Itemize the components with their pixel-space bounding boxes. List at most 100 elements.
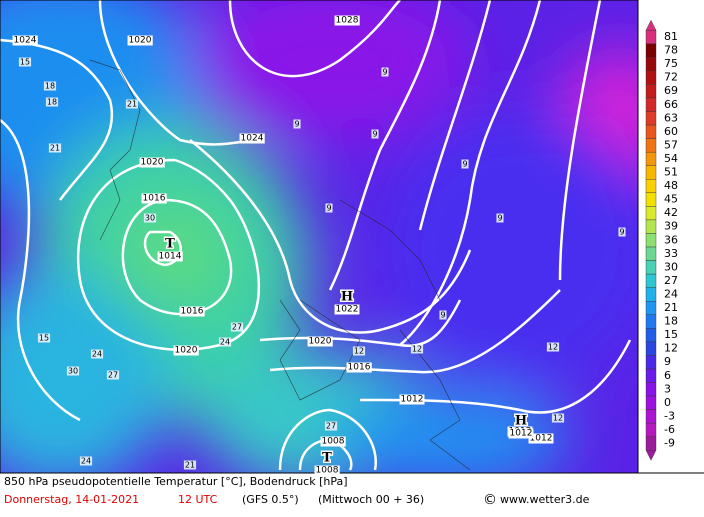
isobar-label: 1024 xyxy=(241,134,264,144)
isobar-label-box xyxy=(127,35,153,46)
temperature-label: 15 xyxy=(39,334,49,343)
temperature-label-box xyxy=(125,99,139,109)
colorbar-bottom-arrow xyxy=(645,450,657,461)
colorbar-segment xyxy=(645,328,657,343)
temperature-label-box xyxy=(439,310,447,320)
temperature-label: 12 xyxy=(354,347,364,356)
colorbar-segment xyxy=(645,30,657,44)
colorbar-segment xyxy=(645,124,657,139)
pressure-center-symbol: H xyxy=(341,290,353,305)
isobar-label-box xyxy=(346,362,372,373)
colorbar-label: 18 xyxy=(664,315,678,328)
colorbar-label: 6 xyxy=(664,369,671,382)
isobar-label-box xyxy=(173,345,199,356)
temperature-label-box xyxy=(496,213,504,223)
colorbar-label: 81 xyxy=(664,30,678,43)
overlay: 1024 1020 1028 1024 1020 1016 1016 1020 1020 1016… xyxy=(12,15,626,476)
pressure-center-label-box xyxy=(314,465,340,476)
colorbar-segment xyxy=(645,246,657,261)
temperature-label-box xyxy=(352,346,366,356)
temperature-label: 9 xyxy=(294,120,299,129)
colorbar-segment xyxy=(645,233,657,248)
colorbar-segment xyxy=(645,287,657,302)
colorbar-segment xyxy=(645,97,657,112)
pressure-center-label-box xyxy=(508,428,534,439)
temperature-label: 9 xyxy=(440,311,445,320)
temperature-label: 12 xyxy=(412,345,422,354)
isobar-label-box xyxy=(307,336,333,347)
colorbar-segment xyxy=(645,70,657,85)
isobar-label-box xyxy=(239,133,265,144)
colorbar-label: 27 xyxy=(664,274,678,287)
colorbar-segment xyxy=(645,179,657,194)
footer-time: 12 UTC xyxy=(178,493,218,506)
temperature-label: 9 xyxy=(372,130,377,139)
isobar-label: 1008 xyxy=(322,437,345,447)
temperature-label: 18 xyxy=(45,82,55,91)
temperature-label: 12 xyxy=(548,343,558,352)
temperature-label-box xyxy=(37,333,51,343)
isobar-label: 1028 xyxy=(336,16,359,26)
map-area xyxy=(0,0,638,473)
isobar-label: 1016 xyxy=(143,194,166,204)
colorbar-segment xyxy=(645,57,657,72)
colorbar-label: 66 xyxy=(664,98,678,111)
colorbar-segment xyxy=(645,301,657,315)
pressure-center-label: 1012 xyxy=(510,429,533,439)
pressure-center-label: 1022 xyxy=(336,305,359,315)
temperature-label: 21 xyxy=(127,100,137,109)
colorbar-segment xyxy=(645,165,657,180)
colorbar-segment xyxy=(645,395,657,410)
temperature-label: 9 xyxy=(462,160,467,169)
pressure-center-symbol: T xyxy=(322,451,332,466)
isobar-label: 1016 xyxy=(181,307,204,317)
temperature-label: 9 xyxy=(497,214,502,223)
colorbar-segment xyxy=(645,368,657,383)
temperature-label: 30 xyxy=(68,367,78,376)
isobar-label: 1012 xyxy=(530,434,553,444)
temperature-label-box xyxy=(618,227,626,237)
colorbar-segment xyxy=(645,111,657,126)
temperature-label-box xyxy=(551,413,565,423)
temperature-label-box xyxy=(143,213,157,223)
colorbar-top-arrow xyxy=(645,19,657,31)
colorbar-segment xyxy=(645,382,657,397)
isobar-label-box xyxy=(528,433,554,444)
colorbar-label: 72 xyxy=(664,71,678,84)
temperature-label-box xyxy=(18,57,32,67)
pressure-center-symbol: T xyxy=(165,237,175,252)
temperature-label-box xyxy=(546,342,560,352)
colorbar-label: -9 xyxy=(664,437,675,450)
isobar-label-box xyxy=(399,394,425,405)
colorbar-segment xyxy=(645,422,657,437)
colorbar-label: 48 xyxy=(664,179,678,192)
footer-date: Donnerstag, 14-01-2021 xyxy=(4,493,139,506)
footer-copyright: © xyxy=(483,492,497,508)
colorbar-segment xyxy=(645,219,657,234)
colorbar-label: 3 xyxy=(664,382,671,395)
colorbar-label: 57 xyxy=(664,138,678,151)
temperature-label-box xyxy=(325,203,333,213)
isobar-label: 1020 xyxy=(175,346,198,356)
colorbar-label: 24 xyxy=(664,287,678,300)
isobar-label-box xyxy=(320,436,346,447)
colorbar-segment xyxy=(645,43,657,58)
footer-model: (GFS 0.5°) xyxy=(242,493,299,506)
colorbar-label: 12 xyxy=(664,342,678,355)
temperature-label-box xyxy=(230,322,244,332)
temperature-label: 9 xyxy=(326,204,331,213)
isobar-label-box xyxy=(12,35,38,46)
pressure-center-symbol: H xyxy=(515,414,527,429)
temperature-label: 12 xyxy=(553,414,563,423)
temperature-label: 24 xyxy=(92,350,102,359)
temperature-label-box xyxy=(90,349,104,359)
colorbar-segment xyxy=(645,84,657,99)
temperature-label-box xyxy=(324,421,338,431)
footer-run: (Mittwoch 00 + 36) xyxy=(318,493,424,506)
pressure-center-label: 1014 xyxy=(159,252,182,262)
temperature-label: 30 xyxy=(145,214,155,223)
colorbar-segment xyxy=(645,409,657,424)
temperature-label-box xyxy=(218,337,232,347)
pressure-center-label-box xyxy=(157,251,183,262)
